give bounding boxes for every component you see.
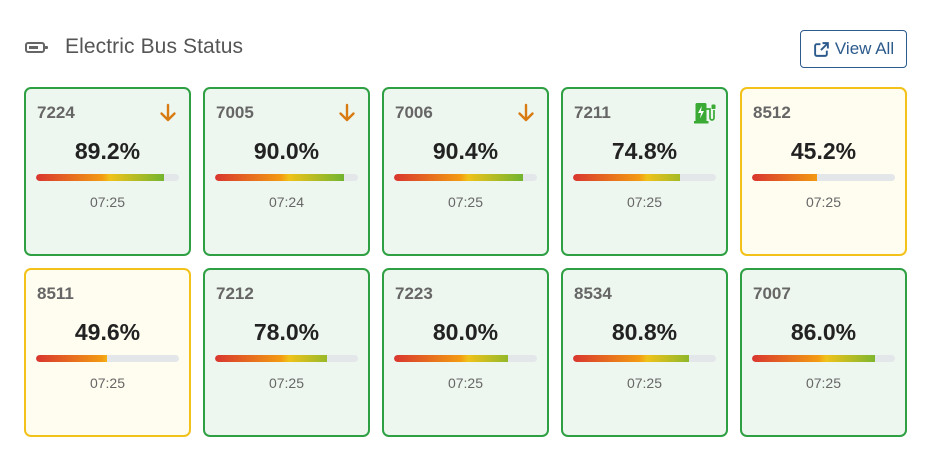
bus-card[interactable]: 7007 86.0% 07:25 [740,268,907,437]
view-all-label: View All [834,39,895,58]
battery-bar-fill [394,174,524,181]
arrow-down-icon [160,103,176,122]
last-update-time: 07:25 [626,194,663,210]
last-update-time: 07:25 [268,375,305,391]
bus-card[interactable]: 7224 89.2% 07:25 [24,87,191,256]
widget-title: Electric Bus Status [65,35,244,58]
battery-bar [752,355,895,362]
battery-percent: 86.0% [790,319,857,345]
battery-percent: 74.8% [611,138,678,164]
bus-id: 7211 [574,103,611,122]
bus-id: 8534 [574,284,612,303]
bus-card[interactable]: 7005 90.0% 07:24 [203,87,370,256]
battery-bar [36,174,179,181]
bus-card[interactable]: 7211 74.8% 07:25 [561,87,728,256]
last-update-time: 07:25 [626,375,663,391]
battery-bar-fill [752,174,817,181]
battery-bar-fill [36,174,164,181]
bus-card[interactable]: 7223 80.0% 07:25 [382,268,549,437]
bus-id: 7006 [395,103,433,122]
bus-card[interactable]: 8512 45.2% 07:25 [740,87,907,256]
bus-id: 8512 [753,103,791,122]
battery-bar [394,174,537,181]
battery-bar-fill [215,174,344,181]
bus-id: 8511 [37,284,74,303]
battery-percent: 80.8% [611,319,678,345]
last-update-time: 07:25 [89,375,126,391]
bus-card[interactable]: 8511 49.6% 07:25 [24,268,191,437]
bus-id: 7224 [37,103,75,122]
last-update-time: 07:25 [805,194,842,210]
last-update-time: 07:25 [89,194,126,210]
battery-bar-fill [573,174,680,181]
battery-percent: 49.6% [74,319,141,345]
battery-percent: 90.4% [432,138,499,164]
last-update-time: 07:25 [805,375,842,391]
widget-header: Electric Bus Status View All [25,30,907,68]
battery-percent: 78.0% [253,319,320,345]
battery-icon [25,42,48,53]
last-update-time: 07:24 [268,194,305,210]
bus-card[interactable]: 7212 78.0% 07:25 [203,268,370,437]
arrow-down-icon [339,103,355,122]
battery-bar [394,355,537,362]
battery-bar [215,355,358,362]
battery-bar [36,355,179,362]
bus-card[interactable]: 7006 90.4% 07:25 [382,87,549,256]
last-update-time: 07:25 [447,375,484,391]
last-update-time: 07:25 [447,194,484,210]
bus-id: 7223 [395,284,433,303]
bus-id: 7005 [216,103,254,122]
battery-bar [573,174,716,181]
battery-percent: 45.2% [790,138,857,164]
battery-percent: 90.0% [253,138,320,164]
bus-id: 7007 [753,284,791,303]
view-all-button[interactable]: View All [800,30,907,68]
battery-percent: 89.2% [74,138,141,164]
battery-bar-fill [215,355,327,362]
bus-grid: 7224 89.2% 07:25 7005 90.0% 07:24 7006 9… [24,87,907,437]
ev-charging-icon [694,103,716,124]
battery-bar [752,174,895,181]
battery-bar-fill [573,355,689,362]
battery-bar [215,174,358,181]
battery-percent: 80.0% [432,319,499,345]
battery-bar-fill [394,355,509,362]
arrow-down-icon [518,103,534,122]
battery-bar-fill [36,355,107,362]
external-link-icon [814,41,829,57]
battery-bar [573,355,716,362]
battery-bar-fill [752,355,875,362]
bus-card[interactable]: 8534 80.8% 07:25 [561,268,728,437]
bus-id: 7212 [216,284,254,303]
